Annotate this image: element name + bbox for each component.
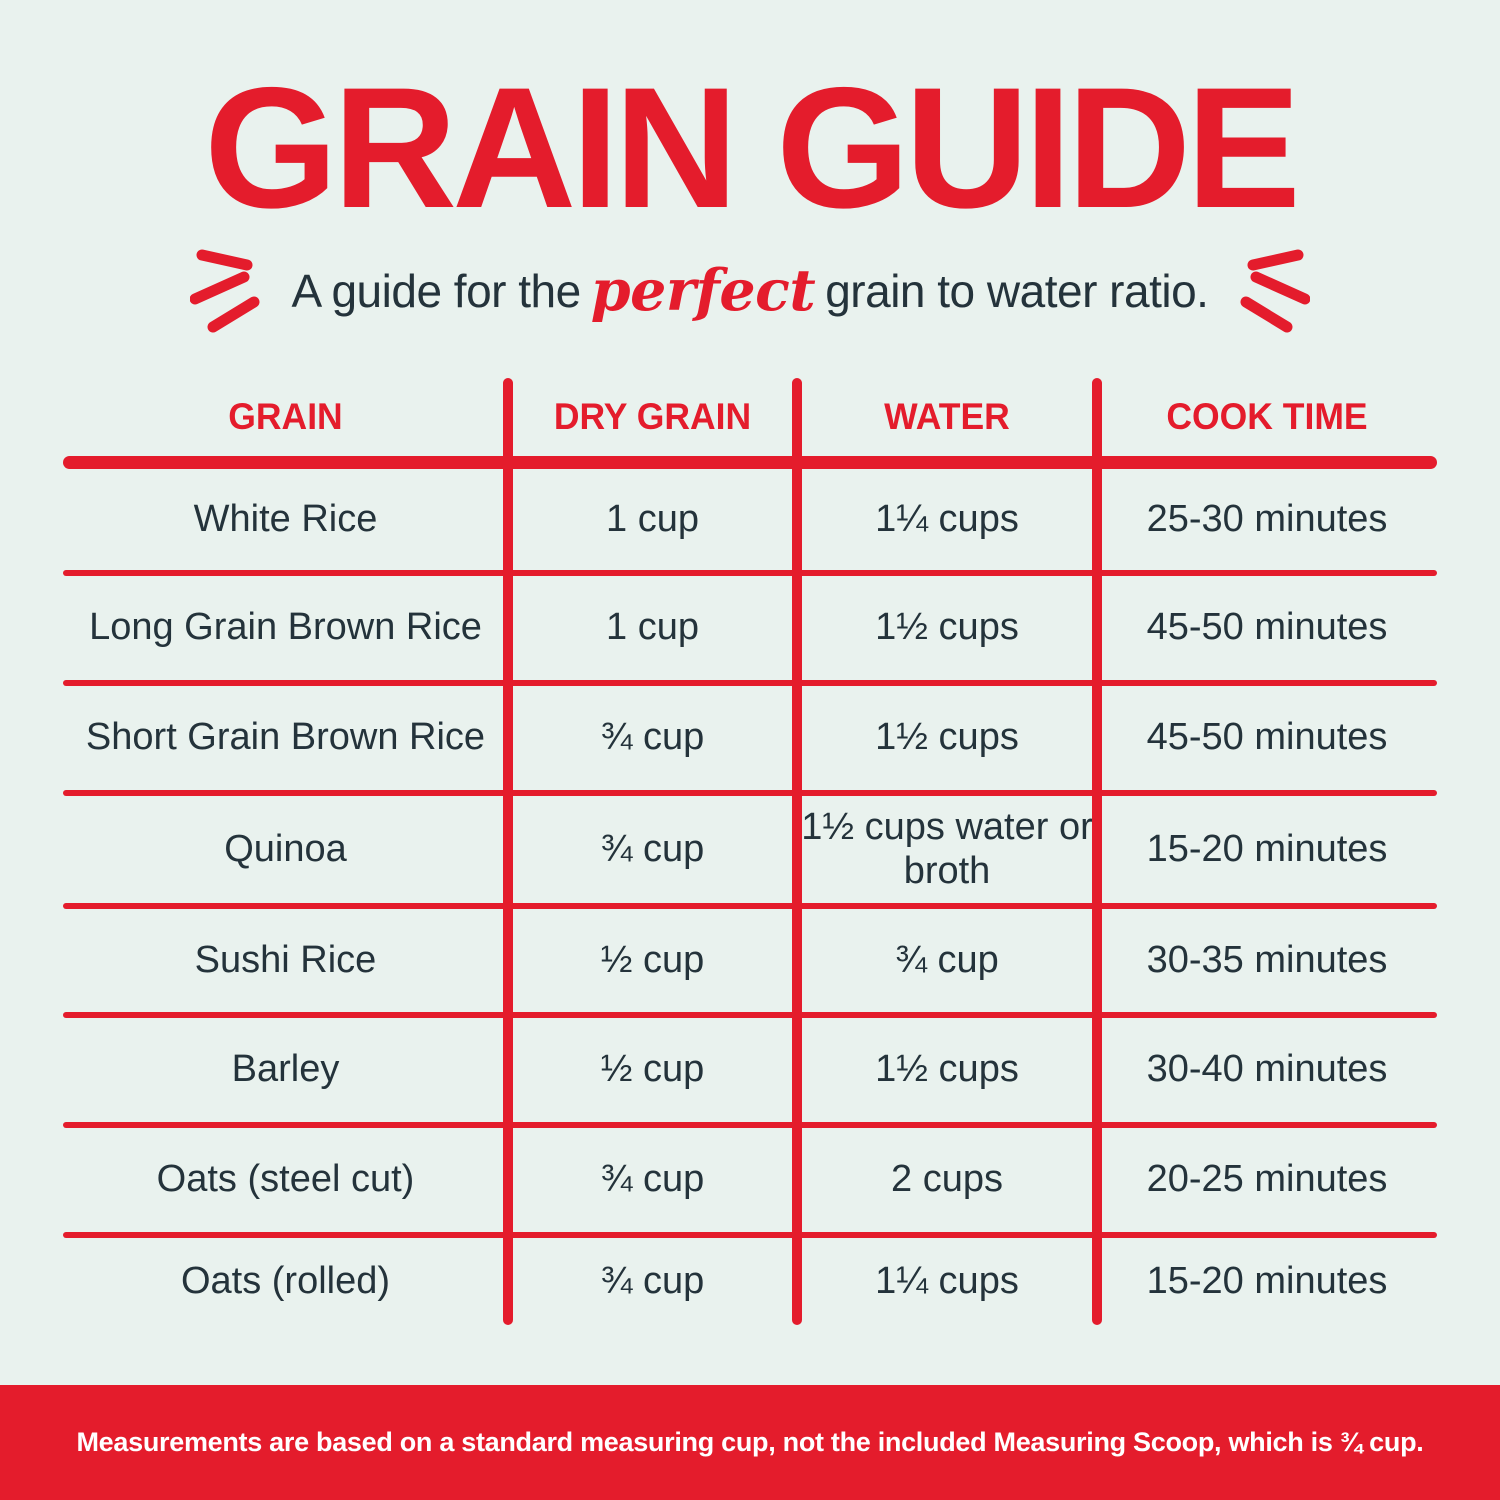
water-cell: 2 cups — [891, 1158, 1003, 1201]
table-row-divider — [63, 903, 1437, 909]
water-cell: 1¼ cups — [875, 497, 1019, 540]
grain-cell: White Rice — [193, 497, 378, 540]
footer-note: Measurements are based on a standard mea… — [76, 1427, 1424, 1457]
table-row: Oats (rolled) ¾ cup 1¼ cups 15-20 minute… — [63, 1238, 1437, 1325]
table-vertical-divider — [1092, 378, 1102, 1325]
water-cell: 1¼ cups — [875, 1259, 1019, 1302]
column-header-cook-time: COOK TIME — [1166, 396, 1368, 437]
grain-cell: Oats (rolled) — [180, 1259, 391, 1302]
subtitle: A guide for the perfect grain to water r… — [291, 254, 1209, 324]
table-row-divider — [63, 680, 1437, 686]
page-title: GRAIN GUIDE — [204, 52, 1301, 244]
emphasis-strokes-left-icon — [189, 249, 260, 333]
column-header-grain: GRAIN — [228, 396, 343, 437]
table-row: Oats (steel cut) ¾ cup 2 cups 20-25 minu… — [63, 1128, 1437, 1232]
subtitle-suffix: grain to water ratio. — [825, 264, 1209, 317]
subtitle-row: A guide for the perfect grain to water r… — [0, 235, 1500, 339]
water-cell: 1½ cups — [875, 606, 1019, 649]
cook-time-cell: 25-30 minutes — [1146, 497, 1388, 540]
water-cell: ¾ cup — [895, 938, 999, 981]
table-row: Short Grain Brown Rice ¾ cup 1½ cups 45-… — [63, 686, 1437, 790]
cook-time-cell: 15-20 minutes — [1146, 827, 1388, 870]
grain-ratio-table: GRAIN DRY GRAIN WATER COOK TIME White Ri… — [63, 378, 1437, 1325]
column-header-dry-grain: DRY GRAIN — [553, 396, 752, 437]
water-cell: 1½ cups — [875, 1048, 1019, 1091]
grain-cell: Sushi Rice — [194, 938, 377, 981]
grain-cell: Oats (steel cut) — [156, 1158, 415, 1201]
cook-time-cell: 45-50 minutes — [1146, 716, 1388, 759]
table-vertical-divider — [503, 378, 513, 1325]
subtitle-prefix: A guide for the — [291, 264, 582, 317]
grain-cell: Quinoa — [224, 827, 347, 870]
dry-grain-cell: ¾ cup — [600, 827, 705, 870]
table-header-row: GRAIN DRY GRAIN WATER COOK TIME — [63, 378, 1437, 456]
table-vertical-divider — [792, 378, 802, 1325]
dry-grain-cell: ½ cup — [600, 938, 705, 981]
cook-time-cell: 30-35 minutes — [1146, 938, 1388, 981]
table-row-divider — [63, 1232, 1437, 1238]
subtitle-highlight-word: perfect — [590, 256, 816, 324]
grain-cell: Long Grain Brown Rice — [89, 606, 482, 649]
table-row: Barley ½ cup 1½ cups 30-40 minutes — [63, 1018, 1437, 1122]
table-row: Long Grain Brown Rice 1 cup 1½ cups 45-5… — [63, 576, 1437, 680]
dry-grain-cell: ¾ cup — [600, 1259, 705, 1302]
cook-time-cell: 30-40 minutes — [1146, 1048, 1388, 1091]
dry-grain-cell: ¾ cup — [600, 1158, 705, 1201]
footer-bar: Measurements are based on a standard mea… — [0, 1385, 1500, 1500]
water-cell: 1½ cups — [875, 716, 1019, 759]
grain-cell: Barley — [231, 1048, 340, 1091]
table-row: White Rice 1 cup 1¼ cups 25-30 minutes — [63, 469, 1437, 570]
column-header-water: WATER — [884, 396, 1010, 437]
dry-grain-cell: ¾ cup — [600, 716, 705, 759]
grain-cell: Short Grain Brown Rice — [85, 716, 486, 759]
table-row-divider — [63, 1122, 1437, 1128]
table-row: Quinoa ¾ cup 1½ cups water or broth 15-2… — [63, 796, 1437, 903]
table-header-divider — [63, 456, 1437, 469]
cook-time-cell: 45-50 minutes — [1146, 606, 1388, 649]
dry-grain-cell: 1 cup — [606, 606, 699, 649]
emphasis-strokes-right-icon — [1240, 249, 1311, 333]
water-cell: 1½ cups water or broth — [801, 805, 1093, 892]
dry-grain-cell: 1 cup — [606, 497, 699, 540]
cook-time-cell: 20-25 minutes — [1146, 1158, 1388, 1201]
table-row-divider — [63, 1012, 1437, 1018]
table-row-divider — [63, 790, 1437, 796]
dry-grain-cell: ½ cup — [600, 1048, 705, 1091]
cook-time-cell: 15-20 minutes — [1146, 1259, 1388, 1302]
table-row: Sushi Rice ½ cup ¾ cup 30-35 minutes — [63, 909, 1437, 1012]
table-row-divider — [63, 570, 1437, 576]
